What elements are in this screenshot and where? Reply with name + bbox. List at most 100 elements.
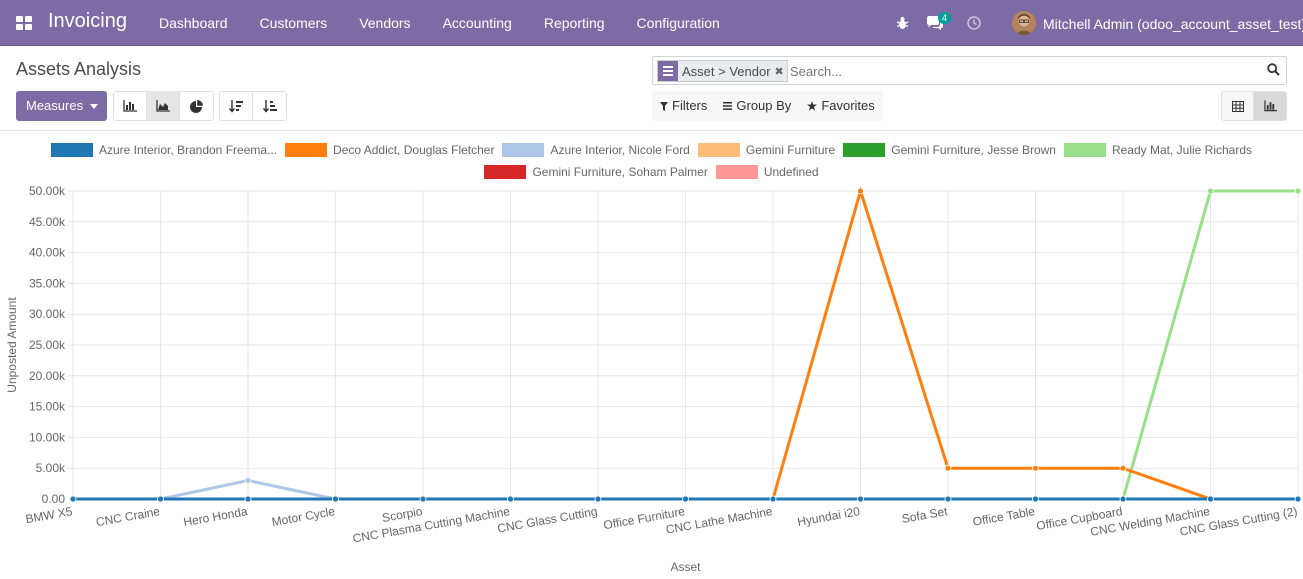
sort-descending-button[interactable] [220,92,253,120]
legend-swatch [1063,143,1106,157]
y-tick-label: 25.00k [29,338,66,352]
line-chart-svg: 0.00 5.00k 10.00k 15.00k 20.00k 25.00k 30.00k 3… [5,184,1302,574]
chart-type-group [113,91,214,121]
menu-configuration[interactable]: Configuration [636,15,720,31]
pivot-view-button[interactable] [1222,92,1254,120]
menu-dashboard[interactable]: Dashboard [159,15,228,31]
caret-down-icon [90,104,98,109]
legend-swatch [697,143,740,157]
search-input[interactable] [790,62,1250,80]
area-chart-icon [156,100,170,112]
table-icon [1231,100,1244,112]
x-tick-label: Hero Honda [182,504,248,529]
y-tick-label: 35.00k [29,276,66,290]
legend-item[interactable]: Azure Interior, Nicole Ford [502,143,690,157]
graph-chart: Azure Interior, Brandon Freema... Deco Ad… [0,131,1303,579]
data-point [332,495,339,503]
legend-swatch [285,143,328,157]
x-axis-title: Asset [670,560,701,574]
data-point [1207,495,1214,503]
legend-item[interactable]: Gemini Furniture, Jesse Brown [843,143,1056,157]
sort-descending-icon [229,99,243,113]
view-switcher [1221,91,1287,121]
y-tick-label: 10.00k [29,430,66,444]
search-options-bar: Filters Group By Favorites [652,91,883,121]
x-tick-label: Office Table [972,504,1037,529]
data-point [944,495,952,503]
measures-button[interactable]: Measures [16,91,107,121]
graph-view-button[interactable] [1254,92,1286,120]
legend-swatch [484,165,527,179]
data-point [157,495,164,503]
pie-chart-icon [190,99,203,113]
favorites-button[interactable]: Favorites [799,91,882,121]
filters-button[interactable]: Filters [652,91,715,121]
facet-label: Asset > Vendor [682,63,771,79]
x-tick-label: CNC Plasma Cutting Machine [352,504,512,546]
group-by-button[interactable]: Group By [715,91,799,121]
facet-remove-icon[interactable]: ✖ [774,65,784,78]
pie-chart-button[interactable] [180,92,213,120]
x-tick-label: BMW X5 [24,504,73,526]
search-icon[interactable] [1267,63,1280,81]
legend-swatch [715,165,758,179]
sort-ascending-icon [262,99,277,113]
menu-reporting[interactable]: Reporting [543,15,605,31]
y-tick-label: 40.00k [29,246,66,260]
y-tick-label: 5.00k [36,461,66,475]
x-tick-label: Hyundai i20 [796,504,861,529]
user-avatar[interactable] [1012,11,1036,35]
x-tick-label: Motor Cycle [271,504,337,529]
data-point [857,495,864,503]
search-facet-groupby: Asset > Vendor ✖ [657,60,788,82]
favorites-label: Favorites [821,98,875,113]
data-point [1032,495,1039,503]
y-tick-label: 50.00k [29,184,66,198]
data-point [1032,464,1039,472]
data-point [769,495,777,503]
chart-legend-row: Azure Interior, Brandon Freema... Deco Ad… [0,143,1303,157]
legend-item[interactable]: Gemini Furniture [697,143,835,157]
y-tick-label: 0.00 [42,492,66,506]
bar-chart-button[interactable] [114,92,147,120]
line-chart-button[interactable] [147,92,180,120]
list-icon [723,102,733,110]
menu-customers[interactable]: Customers [259,15,328,31]
data-point [857,187,864,195]
app-title[interactable]: Invoicing [48,10,127,32]
legend-item[interactable]: Ready Mat, Julie Richards [1063,143,1252,157]
legend-item[interactable]: Gemini Furniture, Soham Palmer [484,165,708,179]
legend-item[interactable]: Azure Interior, Brandon Freema... [50,143,277,157]
main-menu: Dashboard Customers Vendors Accounting R… [143,0,736,46]
user-menu[interactable]: Mitchell Admin (odoo_account_asset_test) [1043,16,1303,32]
data-point [419,495,427,503]
y-tick-label: 15.00k [29,400,66,414]
search-box: Asset > Vendor ✖ [652,56,1287,85]
y-tick-label: 20.00k [29,369,66,383]
x-tick-label: CNC Glass Cutting [496,504,598,535]
data-point [682,495,689,503]
legend-swatch [843,143,886,157]
legend-label: Gemini Furniture, Soham Palmer [532,165,708,179]
legend-item[interactable]: Undefined [715,165,819,179]
bar-chart-icon [1263,100,1277,112]
apps-menu-icon[interactable] [16,16,32,30]
menu-accounting[interactable]: Accounting [442,15,512,31]
activity-clock-icon[interactable] [967,0,981,46]
menu-vendors[interactable]: Vendors [359,15,411,31]
legend-item[interactable]: Deco Addict, Douglas Fletcher [285,143,494,157]
data-point [244,477,252,484]
data-point [507,495,514,503]
data-point [1294,187,1302,195]
sort-ascending-button[interactable] [253,92,286,120]
legend-swatch [502,143,545,157]
x-tick-label: Sofa Set [901,504,949,526]
measures-label: Measures [26,98,84,113]
legend-label: Undefined [763,165,819,179]
data-point [1119,464,1127,472]
legend-label: Azure Interior, Nicole Ford [550,143,690,157]
star-icon [807,101,818,111]
y-axis-title: Unposted Amount [5,297,19,393]
debug-icon[interactable] [896,0,909,46]
bar-chart-icon [123,100,137,112]
